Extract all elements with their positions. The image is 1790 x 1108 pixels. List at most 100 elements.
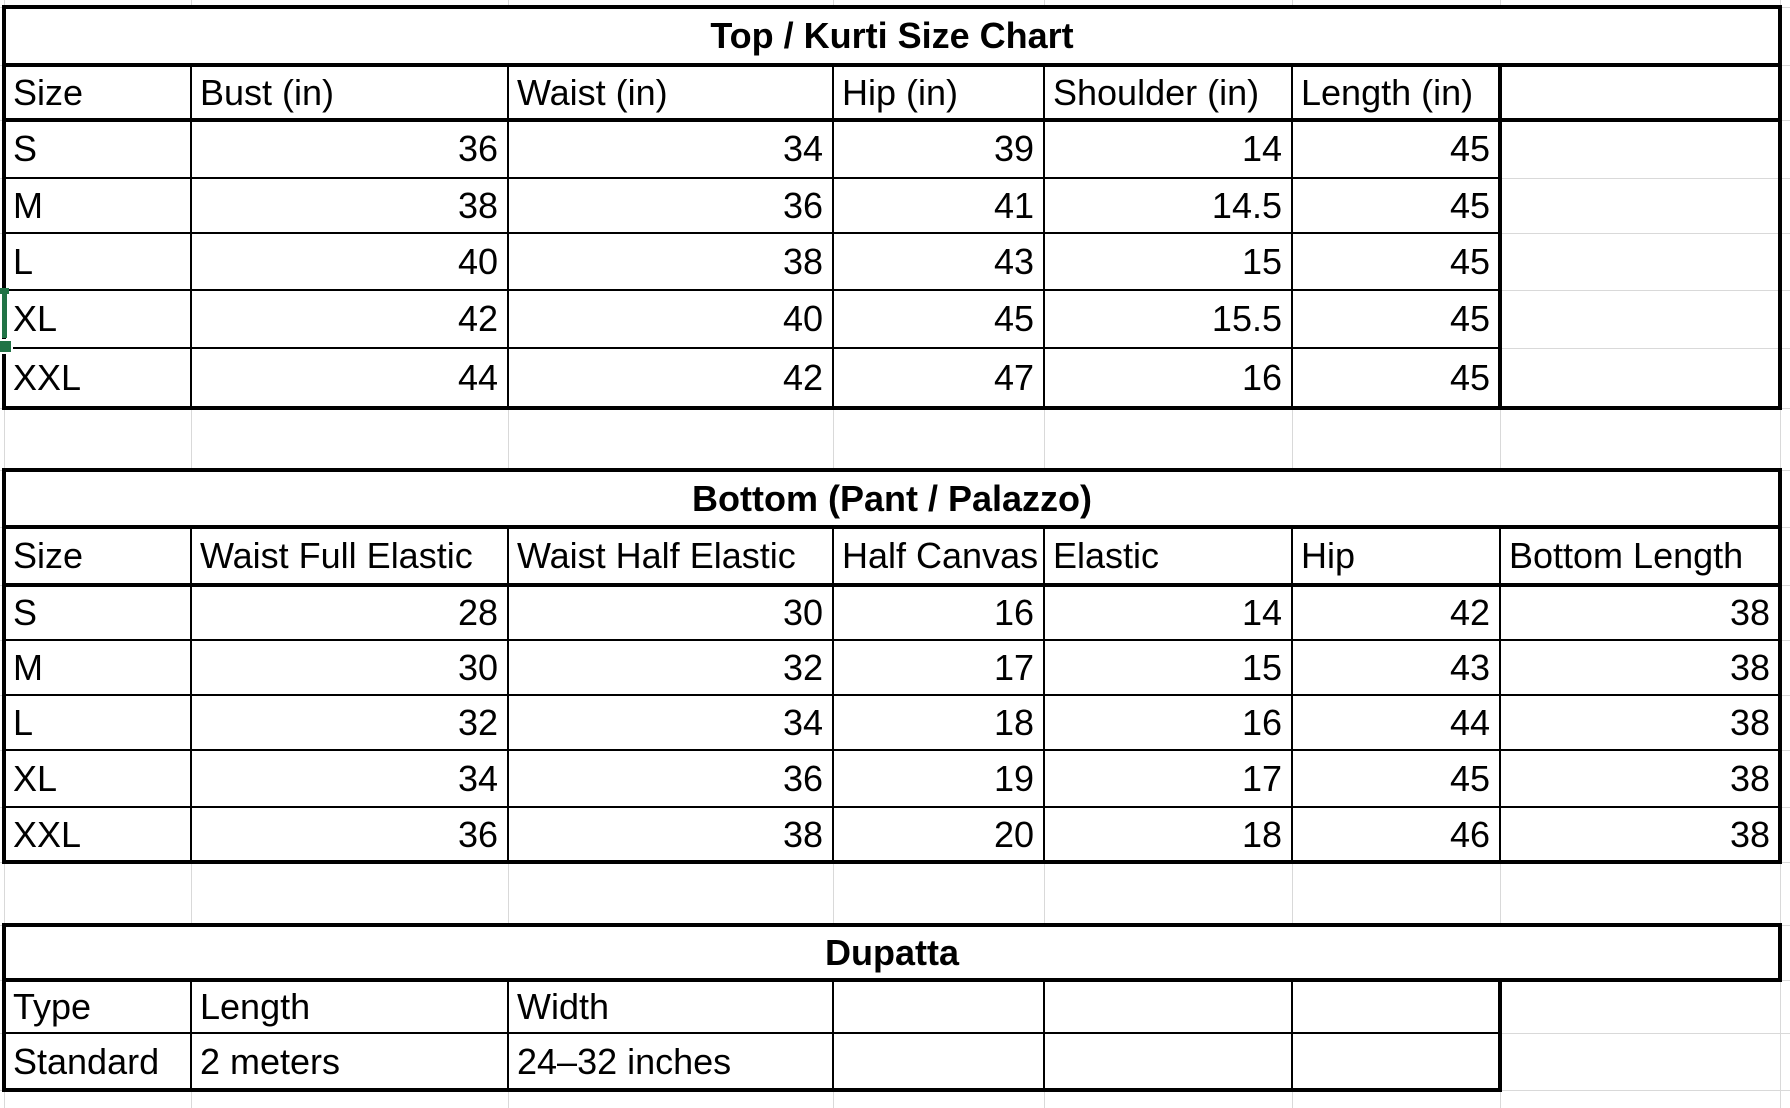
data-cell[interactable]: 20: [993, 813, 1034, 855]
data-cell[interactable]: 34: [457, 757, 498, 799]
data-cell[interactable]: 15: [1241, 240, 1282, 282]
data-cell[interactable]: 16: [1241, 701, 1282, 743]
header-cell[interactable]: Size: [13, 71, 84, 113]
data-cell[interactable]: 17: [993, 646, 1034, 688]
data-cell[interactable]: 36: [782, 757, 823, 799]
data-cell[interactable]: 42: [1449, 591, 1490, 633]
data-cell[interactable]: [1292, 1033, 1500, 1090]
data-cell[interactable]: S: [13, 591, 38, 633]
data-cell[interactable]: 15: [1241, 646, 1282, 688]
table-title[interactable]: Top / Kurti Size Chart: [710, 15, 1074, 56]
data-cell[interactable]: 34: [782, 128, 823, 169]
table-border-line: [2, 118, 1782, 122]
data-cell[interactable]: 14.5: [1211, 184, 1282, 226]
data-cell[interactable]: 38: [457, 184, 498, 226]
data-cell[interactable]: 43: [1449, 646, 1490, 688]
data-cell[interactable]: 42: [782, 357, 823, 398]
data-cell[interactable]: 47: [993, 357, 1034, 398]
data-cell[interactable]: 2 meters: [200, 1040, 341, 1082]
header-cell[interactable]: Waist Full Elastic: [200, 535, 473, 576]
data-cell[interactable]: L: [13, 701, 34, 743]
data-cell[interactable]: 38: [1729, 813, 1770, 855]
data-cell[interactable]: 28: [457, 591, 498, 633]
data-cell[interactable]: S: [13, 128, 38, 169]
header-cell[interactable]: Waist Half Elastic: [517, 535, 796, 576]
header-cell[interactable]: Elastic: [1053, 535, 1160, 576]
header-cell[interactable]: Length (in): [1301, 71, 1474, 113]
data-cell[interactable]: 36: [457, 813, 498, 855]
data-cell[interactable]: 19: [993, 757, 1034, 799]
data-cell[interactable]: 16: [993, 591, 1034, 633]
data-cell[interactable]: XL: [13, 757, 58, 799]
data-cell[interactable]: 30: [782, 591, 823, 633]
header-cell[interactable]: Length: [200, 985, 311, 1027]
data-cell[interactable]: 40: [782, 298, 823, 339]
data-cell[interactable]: 32: [782, 646, 823, 688]
table-border-line: [1043, 978, 1045, 1092]
data-cell[interactable]: XXL: [13, 813, 82, 855]
data-cell[interactable]: 40: [457, 240, 498, 282]
table-border-line: [507, 978, 509, 1092]
data-cell[interactable]: 38: [782, 240, 823, 282]
table-border-line: [2, 468, 6, 864]
data-cell[interactable]: 45: [1449, 298, 1490, 339]
data-cell[interactable]: 38: [1729, 701, 1770, 743]
data-cell[interactable]: 32: [457, 701, 498, 743]
data-cell[interactable]: 14: [1241, 128, 1282, 169]
data-cell[interactable]: 45: [1449, 128, 1490, 169]
data-cell[interactable]: 38: [1729, 757, 1770, 799]
data-cell[interactable]: 45: [1449, 757, 1490, 799]
header-cell[interactable]: Size: [13, 535, 84, 576]
table-title[interactable]: Dupatta: [825, 931, 959, 973]
data-cell[interactable]: 44: [457, 357, 498, 398]
header-cell[interactable]: [1500, 65, 1780, 120]
data-cell[interactable]: 38: [1729, 646, 1770, 688]
data-cell[interactable]: 30: [457, 646, 498, 688]
data-cell[interactable]: 41: [993, 184, 1034, 226]
data-cell[interactable]: Standard: [13, 1040, 160, 1082]
data-cell[interactable]: 39: [993, 128, 1034, 169]
data-cell[interactable]: XXL: [13, 357, 82, 398]
data-cell[interactable]: 43: [993, 240, 1034, 282]
data-cell[interactable]: [833, 1033, 1044, 1090]
selection-fill-handle[interactable]: [0, 341, 11, 352]
table-title[interactable]: Bottom (Pant / Palazzo): [691, 477, 1092, 519]
data-cell[interactable]: 18: [1241, 813, 1282, 855]
data-cell[interactable]: 38: [1729, 591, 1770, 633]
data-cell[interactable]: 45: [1449, 357, 1490, 398]
data-cell[interactable]: XL: [13, 298, 58, 339]
header-cell[interactable]: [1044, 980, 1292, 1033]
data-cell[interactable]: 36: [782, 184, 823, 226]
data-cell[interactable]: 17: [1241, 757, 1282, 799]
data-cell[interactable]: 36: [457, 128, 498, 169]
data-cell[interactable]: 45: [993, 298, 1034, 339]
header-cell[interactable]: Bust (in): [200, 71, 335, 113]
data-cell[interactable]: 45: [1449, 240, 1490, 282]
table-border-line: [2, 694, 1782, 696]
data-cell[interactable]: 34: [782, 701, 823, 743]
data-cell[interactable]: 16: [1241, 357, 1282, 398]
data-cell[interactable]: 46: [1449, 813, 1490, 855]
data-cell[interactable]: 44: [1449, 701, 1490, 743]
header-cell[interactable]: Width: [517, 985, 610, 1027]
header-cell[interactable]: Half Canvas: [842, 535, 1039, 576]
data-cell[interactable]: 14: [1241, 591, 1282, 633]
data-cell[interactable]: 45: [1449, 184, 1490, 226]
data-cell[interactable]: L: [13, 240, 34, 282]
data-cell[interactable]: M: [13, 646, 43, 688]
data-cell[interactable]: 15.5: [1211, 298, 1282, 339]
header-cell[interactable]: Waist (in): [517, 71, 668, 113]
header-cell[interactable]: Bottom Length: [1509, 535, 1744, 576]
data-cell[interactable]: [1044, 1033, 1292, 1090]
header-cell[interactable]: Hip: [1301, 535, 1356, 576]
data-cell[interactable]: 42: [457, 298, 498, 339]
header-cell[interactable]: Hip (in): [842, 71, 959, 113]
header-cell[interactable]: [833, 980, 1044, 1033]
header-cell[interactable]: [1292, 980, 1500, 1033]
header-cell[interactable]: Type: [13, 985, 92, 1027]
data-cell[interactable]: 24–32 inches: [517, 1040, 732, 1082]
data-cell[interactable]: 38: [782, 813, 823, 855]
header-cell[interactable]: Shoulder (in): [1053, 71, 1260, 113]
data-cell[interactable]: 18: [993, 701, 1034, 743]
data-cell[interactable]: M: [13, 184, 43, 226]
